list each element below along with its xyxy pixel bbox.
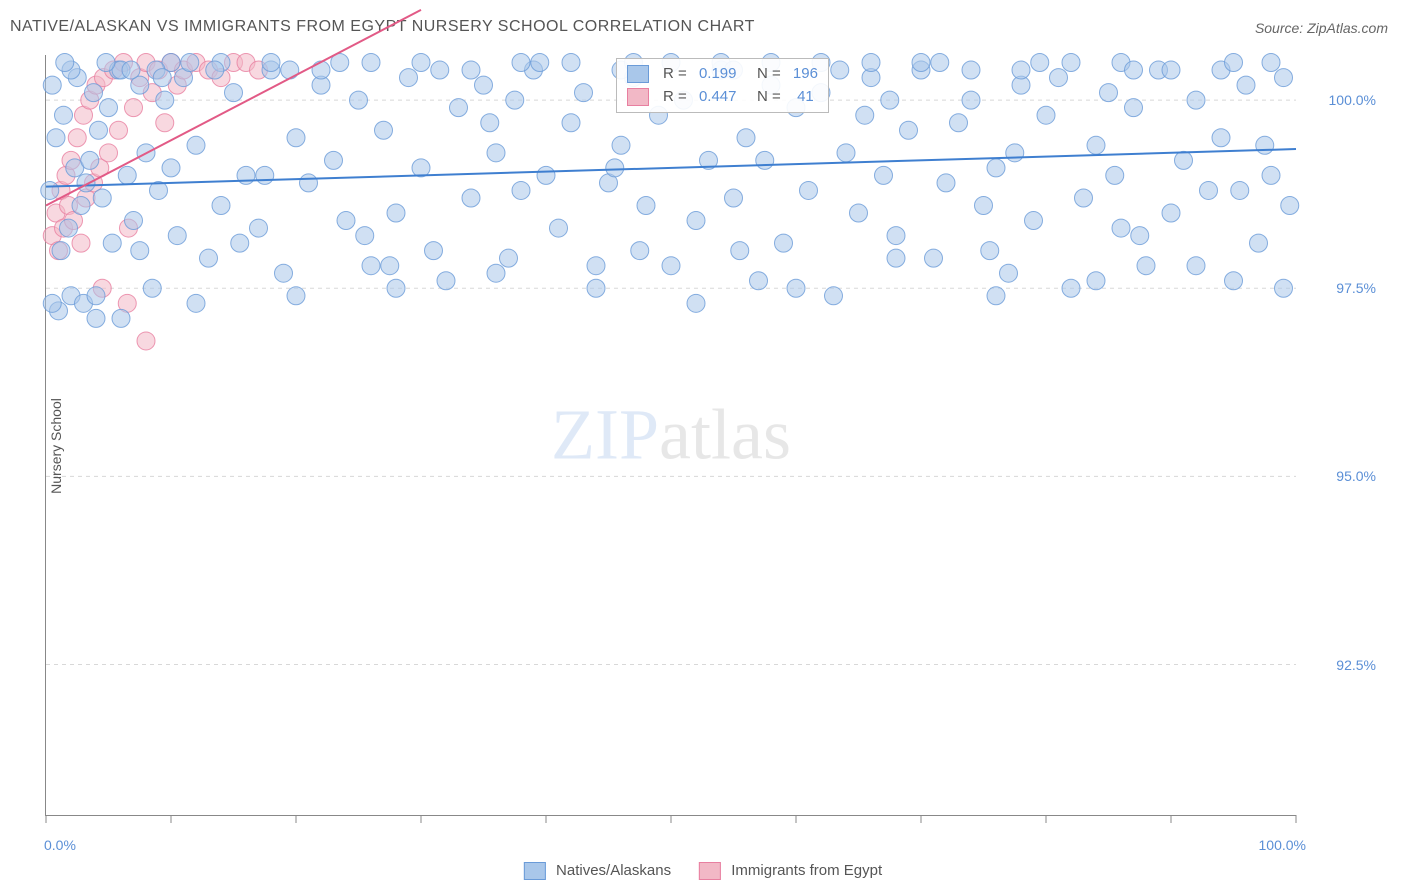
scatter-plot: ZIPatlas 92.5%95.0%97.5%100.0% 0.0% 100.… [45, 55, 1296, 816]
legend-swatch-pink [699, 862, 721, 880]
legend-swatch-blue [524, 862, 546, 880]
source-label: Source: ZipAtlas.com [1255, 20, 1388, 36]
stats-row-pink: R = 0.447 N = 41 [627, 86, 818, 109]
swatch-pink [627, 88, 649, 106]
y-tick-label: 92.5% [1306, 657, 1376, 673]
x-axis-right-label: 100.0% [1259, 837, 1306, 853]
y-tick-label: 95.0% [1306, 468, 1376, 484]
swatch-blue [627, 65, 649, 83]
x-axis-left-label: 0.0% [44, 837, 76, 853]
legend-item-blue: Natives/Alaskans [524, 862, 671, 880]
y-tick-label: 97.5% [1306, 280, 1376, 296]
correlation-stats-box: R = 0.199 N = 196 R = 0.447 N = 41 [616, 58, 829, 113]
stats-row-blue: R = 0.199 N = 196 [627, 63, 818, 86]
legend-bottom: Natives/Alaskans Immigrants from Egypt [524, 862, 882, 880]
legend-item-pink: Immigrants from Egypt [699, 862, 882, 880]
chart-title: NATIVE/ALASKAN VS IMMIGRANTS FROM EGYPT … [10, 18, 755, 36]
y-tick-label: 100.0% [1306, 92, 1376, 108]
plot-svg [46, 55, 1296, 815]
